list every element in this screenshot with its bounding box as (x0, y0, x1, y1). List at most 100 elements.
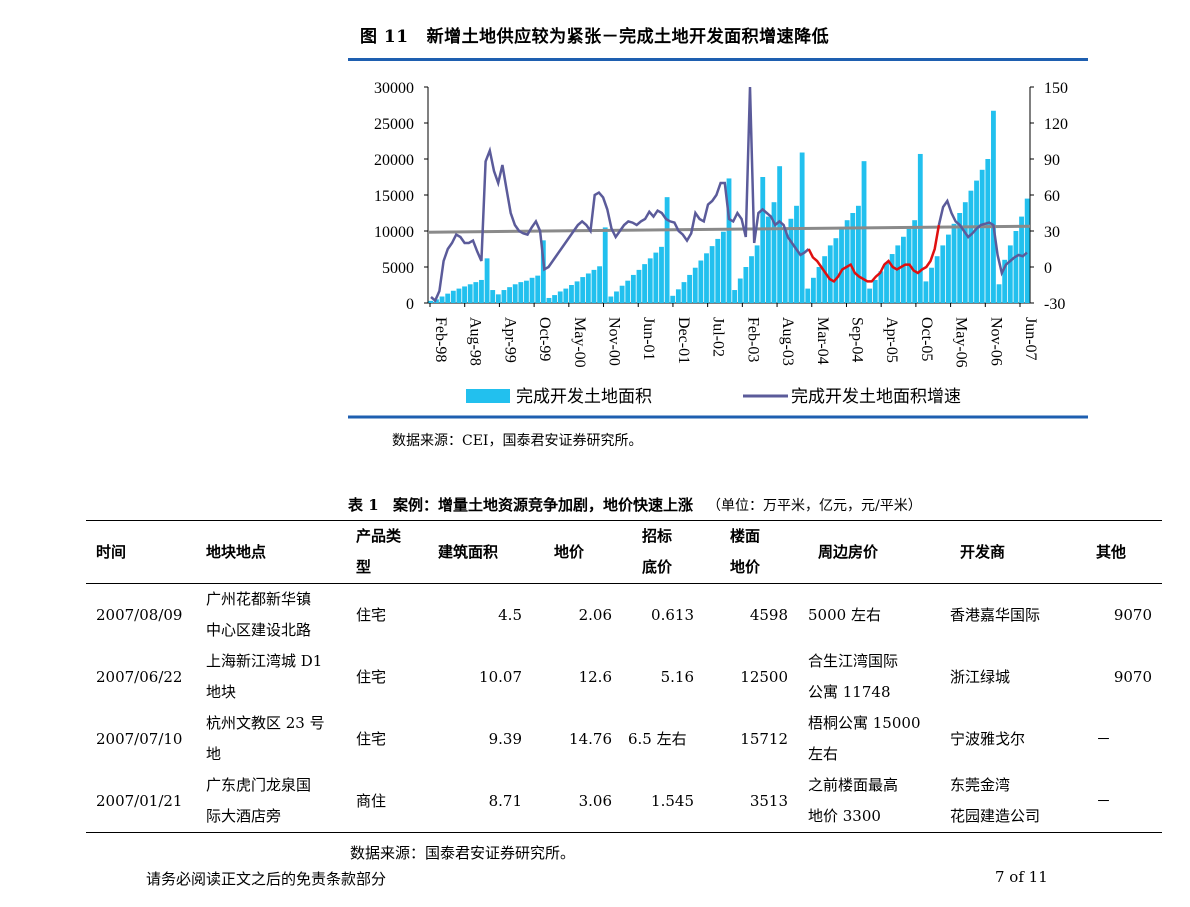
bar (844, 220, 850, 303)
bar (591, 269, 597, 303)
header-area: 建筑面积 (438, 542, 499, 561)
bar (580, 277, 586, 303)
bar (872, 279, 878, 303)
bar (996, 284, 1002, 303)
table-row: 2007/08/09 广州花都新华镇 中心区建设北路 住宅 4.5 2.06 0.613 45… (86, 584, 1162, 647)
x-tick-label: Apr-05 (883, 317, 900, 363)
cell-price: 14.76 (569, 729, 612, 748)
header-product-type: 产品类型 (356, 527, 402, 576)
land-cases-table: 时间 地块地点 产品类型 建筑面积 地价 招标 底价 楼面 地价 周边房价 开发商 … (86, 520, 1162, 833)
cell-nearby-price: 梧桐公寓 15000 左右 (808, 714, 921, 763)
x-tick-label: Jun-01 (640, 317, 657, 361)
bar (889, 254, 895, 303)
table-title-text: 案例：增量土地资源竞争加剧，地价快速上涨 (392, 496, 693, 514)
bar (614, 291, 619, 303)
bar (934, 256, 940, 303)
x-tick-label: Oct-99 (536, 317, 553, 361)
bar (608, 296, 614, 303)
bar (698, 260, 704, 303)
cell-type: 住宅 (356, 605, 387, 624)
bar (479, 279, 484, 303)
bar (861, 161, 867, 303)
bar (687, 274, 693, 303)
bar (1013, 231, 1019, 303)
x-tick-label: Nov-06 (987, 317, 1004, 366)
bar (1019, 216, 1024, 303)
x-tick-label: Aug-03 (779, 317, 796, 366)
bar (822, 256, 828, 303)
bar (659, 246, 664, 303)
bar (456, 288, 462, 303)
table-body: 2007/08/09 广州花都新华镇 中心区建设北路 住宅 4.5 2.06 0.613 45… (86, 584, 1162, 833)
cell-location: 上海新江湾城 D1 地块 (206, 652, 323, 701)
bar (630, 274, 636, 303)
cell-floor-price: 3513 (749, 791, 788, 810)
cell-area: 4.5 (498, 605, 522, 624)
bar (428, 300, 434, 303)
bar (940, 245, 946, 303)
x-tick-label: Aug-98 (467, 317, 484, 366)
header-base-price: 招标 底价 (642, 527, 673, 576)
bar (782, 227, 788, 303)
table-unit: （单位：万平米，亿元，元/平米） (707, 498, 922, 514)
cell-developer: 香港嘉华国际 (950, 605, 1041, 624)
bar (833, 238, 839, 303)
bar (720, 231, 726, 303)
bar (642, 264, 648, 303)
bar (602, 227, 608, 303)
cell-floor-price: 12500 (740, 667, 788, 686)
x-tick-label: Sep-04 (848, 317, 865, 362)
bar (962, 202, 968, 303)
land-development-chart: 30000 25000 20000 15000 10000 5000 0 150 120 90 60… (348, 58, 1088, 419)
bar (445, 293, 451, 303)
bar (991, 110, 996, 303)
table-title: 表 1 案例：增量土地资源竞争加剧，地价快速上涨 （单位：万平米，亿元，元/平米） (348, 494, 922, 515)
bar (535, 275, 541, 303)
header-price: 地价 (554, 542, 585, 561)
bar (490, 290, 496, 303)
cell-floor-price: 4598 (749, 605, 788, 624)
bar (484, 258, 490, 303)
cell-time: 2007/06/22 (96, 667, 183, 686)
cell-price: 2.06 (578, 605, 612, 624)
bar (540, 240, 546, 303)
bar (462, 286, 467, 303)
bar (805, 288, 811, 303)
figure-title-text: 新增土地供应较为紧张－完成土地开发面积增速降低 (426, 27, 830, 47)
bar (884, 262, 889, 303)
cell-location: 杭州文教区 23 号地 (206, 714, 325, 763)
bar (771, 202, 777, 303)
bar (923, 281, 929, 303)
bar (546, 297, 552, 303)
bar (529, 277, 535, 303)
bar (951, 223, 957, 303)
right-tick-label: 0 (1044, 260, 1052, 277)
bar (1002, 259, 1008, 303)
bar (653, 252, 659, 303)
bar (839, 227, 844, 303)
cell-nearby-price: 之前楼面最高 地价 3300 (808, 776, 899, 825)
cell-area: 10.07 (479, 667, 522, 686)
bar (450, 290, 456, 303)
bar (512, 284, 518, 303)
header-time: 时间 (96, 542, 127, 561)
header-other: 其他 (1096, 542, 1127, 561)
bar (563, 288, 569, 303)
bar (946, 234, 951, 303)
cell-other: 9070 (1113, 667, 1152, 686)
bar (507, 287, 512, 303)
cell-developer: 东莞金湾 花园建造公司 (950, 776, 1041, 825)
x-tick-label: Apr-99 (501, 317, 518, 363)
bar (670, 295, 676, 303)
bar (777, 166, 783, 303)
bar (524, 280, 529, 303)
bar (647, 258, 653, 303)
figure-number: 图 11 (360, 27, 409, 47)
bar (929, 267, 934, 303)
x-tick-label: May-00 (571, 317, 588, 368)
cell-price: 3.06 (578, 791, 612, 810)
table-header-row: 时间 地块地点 产品类型 建筑面积 地价 招标 底价 楼面 地价 周边房价 开发商 … (86, 520, 1162, 584)
cell-base-price: 1.545 (651, 791, 694, 810)
bar (681, 282, 687, 303)
bar (495, 294, 501, 303)
